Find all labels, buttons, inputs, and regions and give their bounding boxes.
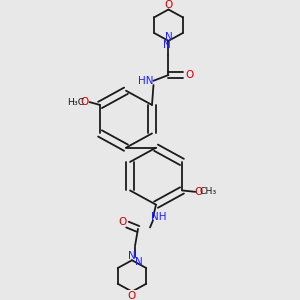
Text: O: O: [185, 70, 194, 80]
Text: N: N: [135, 257, 142, 267]
Text: O: O: [80, 97, 88, 107]
Text: NH: NH: [151, 212, 167, 223]
Text: O: O: [194, 187, 202, 197]
Text: O: O: [164, 0, 172, 10]
Text: N: N: [165, 32, 172, 42]
Text: CH₃: CH₃: [200, 188, 217, 196]
Text: H₃C: H₃C: [68, 98, 85, 106]
Text: N: N: [163, 40, 171, 50]
Text: O: O: [128, 291, 136, 300]
Text: HN: HN: [138, 76, 154, 86]
Text: N: N: [128, 251, 136, 261]
Text: O: O: [118, 217, 127, 227]
